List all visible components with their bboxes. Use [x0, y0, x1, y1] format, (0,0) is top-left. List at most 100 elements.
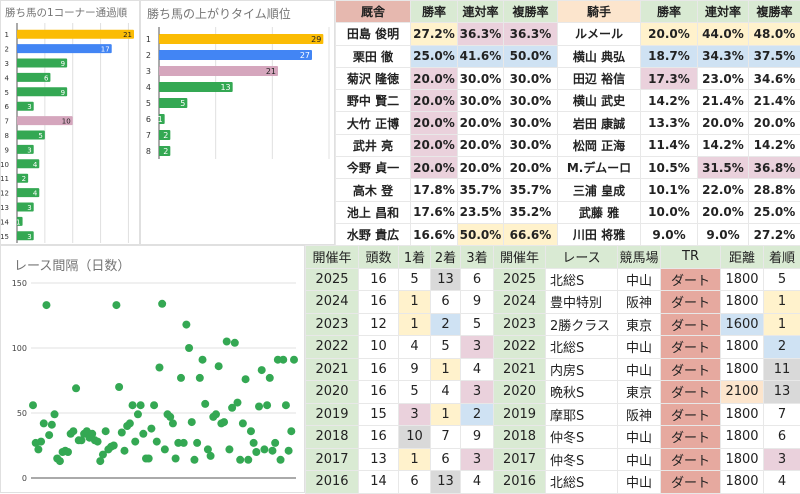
table-cell: 2017 — [306, 448, 359, 471]
category-label: 14 — [1, 218, 10, 226]
data-point — [115, 383, 123, 391]
table-cell: 1 — [431, 403, 461, 426]
table-cell: 田島 俊明 — [336, 23, 411, 45]
bar-3 — [17, 59, 67, 68]
data-point — [112, 301, 120, 309]
data-label: 5 — [180, 99, 185, 108]
data-point — [172, 455, 180, 463]
table-cell: 今野 貞一 — [336, 157, 411, 179]
bar-2 — [159, 50, 312, 60]
table-cell: 1800 — [721, 291, 764, 314]
table-cell: 36.3% — [504, 23, 558, 45]
table-cell: 水野 貴広 — [336, 223, 411, 245]
table-cell: 1 — [764, 291, 800, 314]
table-cell: ダート — [661, 471, 721, 494]
table-cell: 50.0% — [504, 45, 558, 67]
data-point — [69, 427, 77, 435]
data-label: 2 — [163, 131, 168, 140]
table-cell: 6 — [461, 268, 494, 291]
data-point — [244, 456, 252, 464]
table-cell: 13 — [764, 381, 800, 404]
table-cell: 高木 登 — [336, 179, 411, 201]
table-cell: 66.6% — [504, 223, 558, 245]
table-cell: 中山 — [618, 448, 661, 471]
data-point — [239, 419, 247, 427]
column-header: 開催年 — [494, 246, 546, 269]
table-cell: 20.0% — [458, 134, 504, 156]
data-label: 9 — [61, 60, 65, 68]
table-cell: 松岡 正海 — [558, 134, 641, 156]
table-cell: 2勝クラス — [546, 313, 618, 336]
category-label: 9 — [5, 146, 9, 154]
table-cell: 三浦 皇成 — [558, 179, 641, 201]
table-cell: 17.3% — [641, 67, 698, 89]
table-cell: 2019 — [306, 403, 359, 426]
table-cell: 1 — [399, 448, 431, 471]
column-header: 厩舎 — [336, 1, 411, 23]
table-cell: 14 — [359, 471, 399, 494]
data-point — [212, 410, 220, 418]
table-cell: 5 — [399, 268, 431, 291]
table-cell: ダート — [661, 336, 721, 359]
table-cell: 1800 — [721, 471, 764, 494]
table-cell: 4 — [431, 381, 461, 404]
data-label: 1 — [16, 218, 20, 226]
table-cell: 17.6% — [411, 201, 458, 223]
category-label: 2 — [5, 46, 9, 54]
data-point — [290, 356, 298, 364]
table-cell: 16 — [359, 358, 399, 381]
y-tick-label: 0 — [22, 474, 27, 483]
data-point — [279, 356, 287, 364]
column-header: 競馬場 — [618, 246, 661, 269]
table-cell: 1600 — [721, 313, 764, 336]
data-point — [42, 301, 50, 309]
table-cell: 2 — [764, 336, 800, 359]
table-cell: 2024 — [306, 291, 359, 314]
data-label: 1 — [158, 115, 163, 124]
table-cell: 2016 — [494, 471, 546, 494]
data-label: 10 — [62, 118, 71, 126]
table-cell: 35.7% — [504, 179, 558, 201]
table-cell: 5 — [399, 381, 431, 404]
data-point — [185, 344, 193, 352]
table-cell: 横山 典弘 — [558, 45, 641, 67]
data-point — [190, 456, 198, 464]
data-point — [134, 410, 142, 418]
table-cell: 1800 — [721, 448, 764, 471]
table-cell: 20.0% — [698, 112, 749, 134]
table-cell: 37.5% — [749, 45, 800, 67]
table-cell: 9.0% — [641, 223, 698, 245]
table-cell: 1 — [431, 358, 461, 381]
data-label: 27 — [300, 51, 310, 60]
table-cell: 2021 — [306, 358, 359, 381]
table-cell: 3 — [764, 448, 800, 471]
category-label: 10 — [1, 161, 9, 169]
category-label: 1 — [146, 35, 151, 44]
category-label: 3 — [146, 67, 151, 76]
table-cell: M.デムーロ — [558, 157, 641, 179]
table-cell: 2023 — [306, 313, 359, 336]
data-point — [282, 401, 290, 409]
table-cell: ダート — [661, 313, 721, 336]
table-cell: ダート — [661, 426, 721, 449]
data-label: 21 — [123, 31, 132, 39]
table-cell: 1800 — [721, 268, 764, 291]
data-point — [258, 366, 266, 374]
table-cell: 中山 — [618, 336, 661, 359]
data-point — [56, 457, 64, 465]
table-cell: 35.7% — [458, 179, 504, 201]
y-tick-label: 150 — [12, 279, 27, 288]
table-cell: 20.0% — [411, 134, 458, 156]
data-point — [252, 448, 260, 456]
